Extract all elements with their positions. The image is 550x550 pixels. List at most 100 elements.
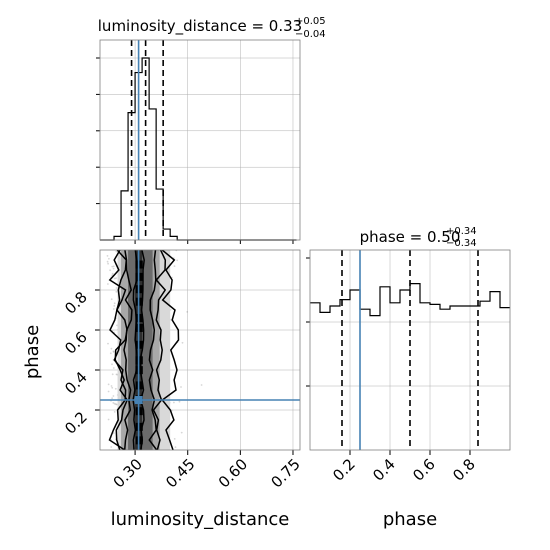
x-tick-label: 0.2: [329, 455, 359, 485]
scatter-point: [112, 351, 115, 353]
scatter-point: [174, 446, 177, 448]
scatter-point: [112, 395, 115, 397]
scatter-point: [107, 262, 109, 265]
scatter-point: [108, 257, 110, 260]
y-tick-label: 0.6: [61, 328, 91, 358]
y-tick-label: 0.8: [61, 288, 91, 318]
x-tick-label: 0.4: [369, 455, 399, 485]
y-axis-label-phase: phase: [22, 325, 43, 379]
scatter-point: [111, 397, 113, 400]
x-axis-label-phase: phase: [383, 509, 437, 530]
truth-crosshair: [100, 250, 300, 450]
marginal-title-phase: phase = 0.50: [360, 228, 461, 246]
scatter-point: [180, 386, 182, 388]
contour-line: [139, 250, 145, 450]
scatter-point: [106, 255, 109, 257]
contour-line: [132, 250, 138, 450]
title-sup: +0.05: [295, 16, 326, 27]
scatter-point: [115, 277, 117, 279]
scatter-point: [107, 418, 110, 421]
panel-luminosity-distance-marginal: luminosity_distance = 0.33 +0.05 −0.04: [96, 16, 326, 244]
contour-line: [123, 250, 133, 450]
panel-frame: [309, 249, 511, 451]
marginal-title-luminosity-distance: luminosity_distance = 0.33: [98, 17, 302, 36]
y-ticks: [96, 57, 294, 244]
scatter-point: [109, 269, 111, 272]
y-ticks: [306, 257, 310, 387]
scatter-point: [107, 283, 109, 285]
contour-line: [108, 250, 127, 450]
scatter-point: [115, 373, 118, 376]
contour-line: [161, 250, 180, 450]
scatter-point: [176, 259, 179, 262]
scatter-point: [112, 432, 115, 434]
grid: [100, 40, 300, 240]
scatter-point: [115, 403, 118, 406]
scatter-point: [110, 298, 113, 301]
panel-2d-luminosity-distance-phase: 0.30 0.45 0.60 0.75 0.2 0.4 0.6 0.8 luminosity…: [22, 249, 304, 530]
scatter-point: [107, 342, 109, 345]
scatter-point: [180, 431, 183, 434]
scatter-point: [173, 401, 175, 404]
scatter-point: [107, 390, 110, 393]
scatter-point: [112, 267, 115, 270]
scatter-point: [111, 386, 114, 389]
contour-line: [148, 250, 158, 450]
scatter-point: [110, 385, 113, 387]
scatter-point: [113, 402, 116, 405]
scatter-point: [181, 341, 184, 344]
scatter-point: [113, 305, 116, 307]
quantile-lines: [341, 250, 479, 450]
title-sub: −0.34: [446, 238, 477, 249]
contour-line: [152, 250, 167, 450]
scatter-point: [115, 287, 118, 289]
y-tick-label: 0.2: [61, 408, 91, 438]
scatter-point: [173, 265, 176, 267]
scatter-point: [200, 384, 203, 386]
scatter-point: [112, 367, 115, 369]
x-ticks: 0.30 0.45 0.60 0.75: [110, 450, 304, 491]
title-main: phase = 0.50: [360, 228, 461, 246]
contour-line: [114, 250, 129, 450]
scatter-point: [115, 250, 118, 253]
scatter-point: [113, 411, 116, 413]
scatter-point: [110, 446, 113, 448]
scatter-point: [111, 373, 114, 376]
title-main: luminosity_distance = 0.33: [98, 17, 302, 36]
panel-phase-marginal: 0.2 0.4 0.6 0.8 phase = 0.50 +0.34 −0.34 ph…: [306, 226, 511, 530]
panel-frame: [99, 249, 301, 451]
scatter-point: [107, 383, 110, 386]
scatter-point: [111, 272, 114, 275]
scatter-point: [111, 265, 114, 268]
title-sub: −0.04: [295, 29, 326, 40]
truth-marker: [134, 396, 143, 404]
x-tick-label: 0.30: [110, 455, 146, 491]
scatter-point: [178, 400, 181, 403]
scatter-point: [109, 352, 112, 355]
y-tick-label: 0.4: [61, 368, 91, 398]
x-axis-label-luminosity-distance: luminosity_distance: [111, 509, 290, 530]
scatter-point: [112, 350, 115, 353]
x-tick-label: 0.6: [409, 455, 439, 485]
scatter-point: [112, 265, 115, 268]
y-ticks: 0.2 0.4 0.6 0.8: [61, 288, 100, 438]
scatter-point: [110, 347, 113, 350]
scatter-point: [106, 260, 109, 263]
scatter-point: [112, 308, 115, 310]
scatter-point: [114, 387, 117, 390]
scatter-point: [113, 302, 116, 305]
x-tick-label: 0.60: [215, 455, 251, 491]
scatter-point: [113, 277, 116, 280]
scatter-point: [186, 311, 189, 313]
x-tick-label: 0.75: [267, 455, 303, 491]
panel-frame: [99, 39, 301, 241]
title-sup: +0.34: [446, 226, 477, 237]
scatter-point: [115, 290, 118, 293]
quantile-lines: [130, 40, 164, 240]
scatter-point: [111, 363, 113, 366]
scatter-point: [112, 402, 115, 404]
panel-background: [100, 40, 300, 240]
scatter-point: [173, 438, 176, 440]
x-tick-label: 0.8: [449, 455, 479, 485]
